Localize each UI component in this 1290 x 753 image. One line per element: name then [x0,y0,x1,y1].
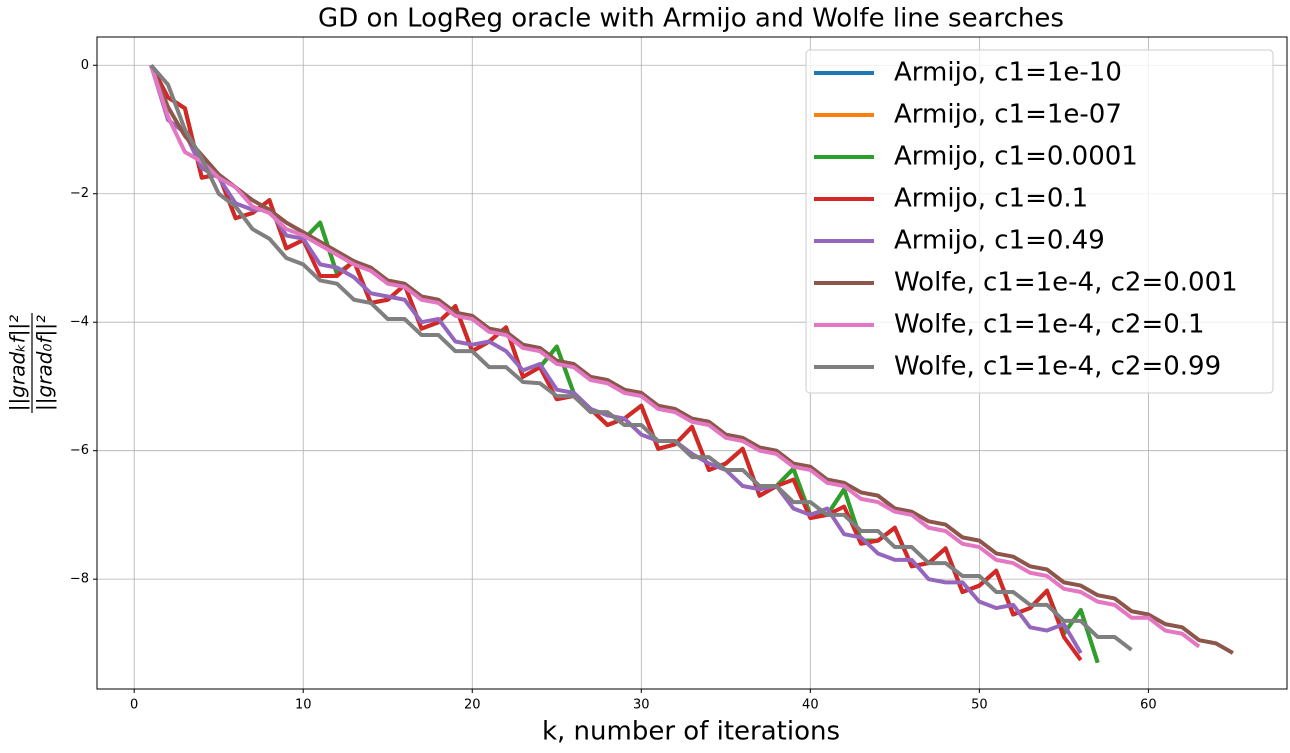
y-label-numerator: ||gradₖf||² [6,315,30,411]
y-tick-label: −6 [70,443,89,458]
legend-label: Armijo, c1=1e-10 [894,58,1122,88]
plot-frame [96,36,1288,690]
y-tick-label: −2 [70,186,89,201]
legend-box [805,49,1274,394]
legend-label: Wolfe, c1=1e-4, c2=0.001 [894,268,1238,298]
series-line [149,64,1201,649]
legend-label: Armijo, c1=0.49 [894,226,1105,256]
x-tick-label: 40 [802,698,819,713]
legend-label: Wolfe, c1=1e-4, c2=0.99 [894,352,1221,382]
series-line [149,64,1234,655]
legend: Armijo, c1=1e-10 Armijo, c1=1e-07 Armijo, … [805,49,1274,394]
y-tick-label: 0 [81,58,89,73]
x-tick-label: 20 [464,698,481,713]
x-tick-label: 60 [1140,698,1157,713]
y-tick-label: −4 [70,315,89,330]
x-tick-label: 50 [971,698,988,713]
x-tick-label: 10 [295,698,312,713]
y-axis-label: ||gradₖf||² ||grad₀f||² [6,313,57,413]
x-tick-label: 30 [633,698,650,713]
y-tick-label: −8 [70,572,89,587]
legend-label: Armijo, c1=0.0001 [894,142,1138,172]
y-label-denominator: ||grad₀f||² [33,315,57,411]
x-axis-label: k, number of iterations [542,717,840,747]
chart-title: GD on LogReg oracle with Armijo and Wolf… [318,4,1064,34]
legend-label: Armijo, c1=1e-07 [894,100,1122,130]
series-line [149,63,1133,652]
legend-label: Wolfe, c1=1e-4, c2=0.1 [894,310,1205,340]
x-tick-label: 0 [130,698,138,713]
legend-label: Armijo, c1=0.1 [894,184,1088,214]
